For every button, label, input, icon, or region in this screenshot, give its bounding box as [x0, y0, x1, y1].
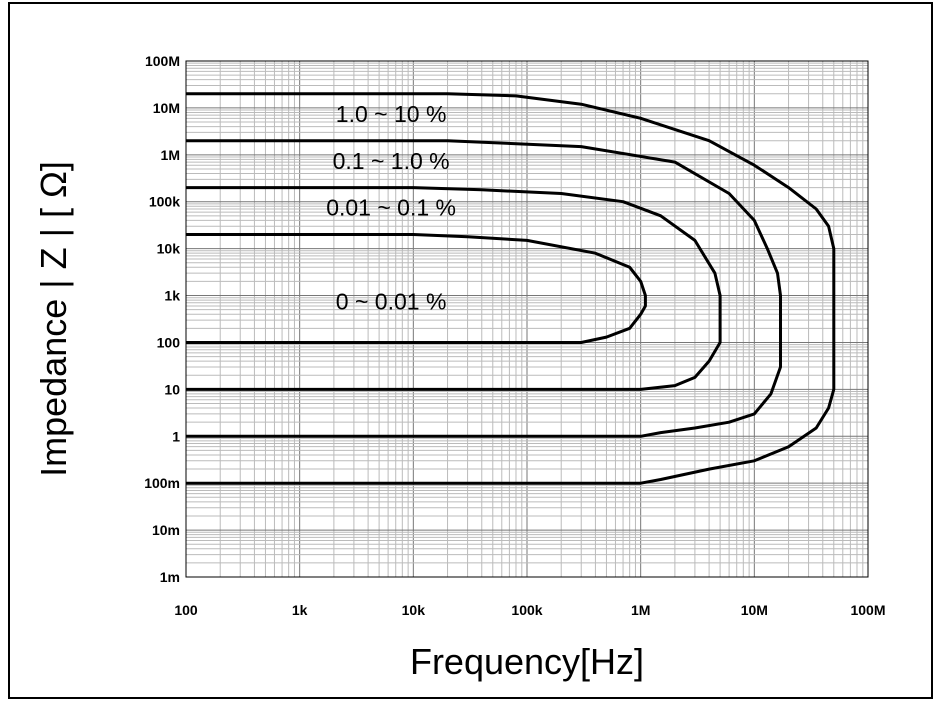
boundary-curve-2 — [186, 186, 722, 391]
boundary-curve-4 — [186, 92, 836, 485]
x-tick-label: 1k — [292, 602, 308, 618]
x-tick-label: 1M — [631, 602, 650, 618]
region-label: 0.01 ~ 0.1 % — [326, 195, 456, 221]
boundary-curve-3 — [186, 139, 782, 438]
grid-lines — [185, 61, 868, 578]
region-label: 1.0 ~ 10 % — [336, 101, 447, 127]
chart-frame — [8, 2, 933, 699]
x-tick-labels: 100 1k 10k 100k 1M 10M 100M — [174, 602, 885, 618]
y-tick-label: 100m — [144, 475, 180, 491]
y-tick-label: 10M — [153, 100, 180, 116]
plot-border — [185, 60, 869, 578]
y-tick-label: 1k — [164, 288, 180, 304]
region-label: 0.1 ~ 1.0 % — [333, 148, 450, 174]
y-tick-label: 1 — [172, 428, 180, 444]
x-tick-label: 10k — [402, 602, 426, 618]
x-tick-label: 100k — [511, 602, 542, 618]
y-tick-labels: 100M 10M 1M 100k 10k 1k 100 10 1 100m 10m 1m — [144, 53, 180, 585]
y-tick-label: 100k — [149, 194, 180, 210]
x-tick-label: 10M — [741, 602, 768, 618]
y-tick-label: 1M — [161, 147, 180, 163]
x-tick-label: 100 — [174, 602, 198, 618]
y-tick-label: 100 — [157, 334, 181, 350]
x-axis-label: Frequency[Hz] — [410, 641, 644, 682]
y-axis-label: Impedance | Z | [ Ω] — [33, 161, 74, 477]
y-tick-label: 10k — [157, 241, 181, 257]
region-label: 0 ~ 0.01 % — [336, 289, 447, 315]
boundary-curve-1 — [186, 233, 647, 344]
y-tick-label: 10 — [164, 381, 180, 397]
y-tick-label: 100M — [145, 53, 180, 69]
region-labels: 1.0 ~ 10 % 0.1 ~ 1.0 % 0.01 ~ 0.1 % 0 ~ 0.0… — [326, 101, 456, 315]
x-tick-label: 100M — [850, 602, 885, 618]
y-tick-label: 10m — [152, 522, 180, 538]
boundary-curves — [186, 92, 836, 485]
y-tick-label: 1m — [160, 569, 180, 585]
